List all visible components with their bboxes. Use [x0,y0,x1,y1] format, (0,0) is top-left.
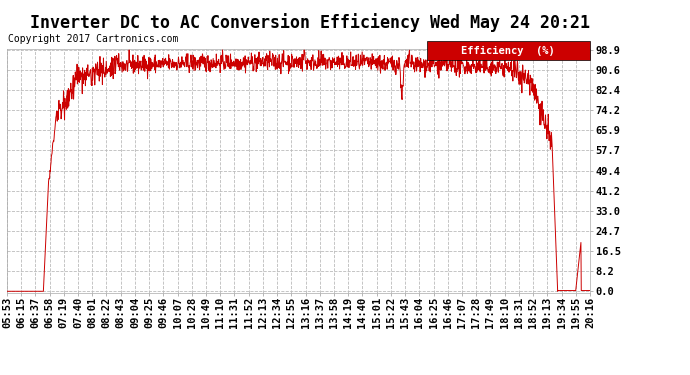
FancyBboxPatch shape [426,42,590,60]
Text: Copyright 2017 Cartronics.com: Copyright 2017 Cartronics.com [8,34,179,44]
Text: Inverter DC to AC Conversion Efficiency Wed May 24 20:21: Inverter DC to AC Conversion Efficiency … [30,13,591,32]
Text: Efficiency  (%): Efficiency (%) [462,46,555,56]
